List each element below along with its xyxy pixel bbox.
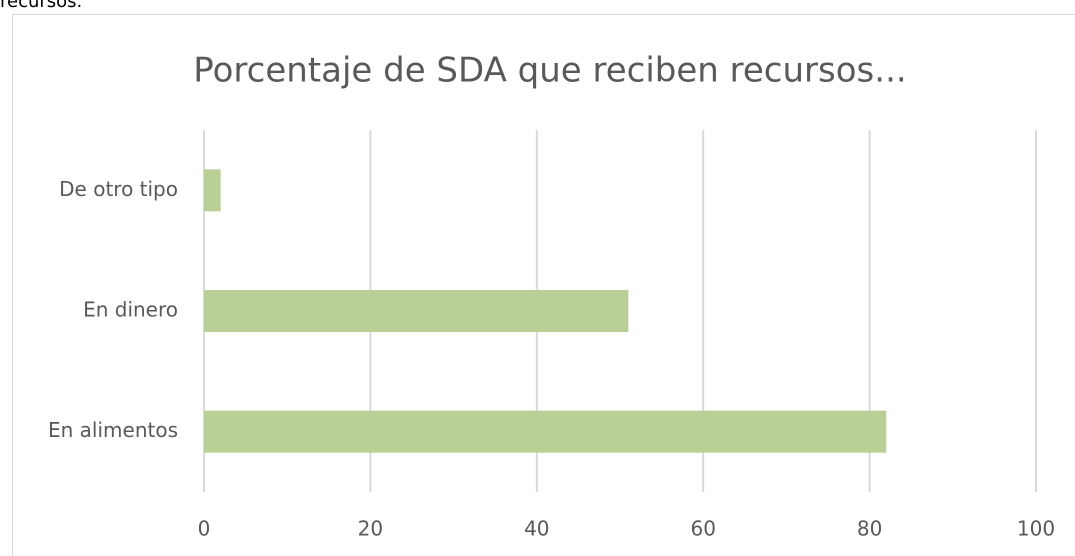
chart-border — [12, 14, 1075, 556]
x-tick-label: 0 — [198, 517, 211, 541]
x-tick-label: 60 — [690, 517, 715, 541]
x-tick-label: 80 — [857, 517, 882, 541]
chart-title: Porcentaje de SDA que reciben recursos..… — [193, 51, 906, 91]
bar — [204, 169, 221, 212]
x-tick-label: 20 — [358, 517, 383, 541]
bar — [204, 290, 629, 332]
y-tick-label: En dinero — [83, 298, 178, 322]
bar — [204, 410, 887, 453]
y-tick-label: En alimentos — [48, 418, 178, 442]
y-tick-label: De otro tipo — [59, 177, 178, 201]
caption: recursos. — [0, 0, 82, 12]
x-tick-label: 100 — [1017, 517, 1055, 541]
x-tick-label: 40 — [524, 517, 549, 541]
